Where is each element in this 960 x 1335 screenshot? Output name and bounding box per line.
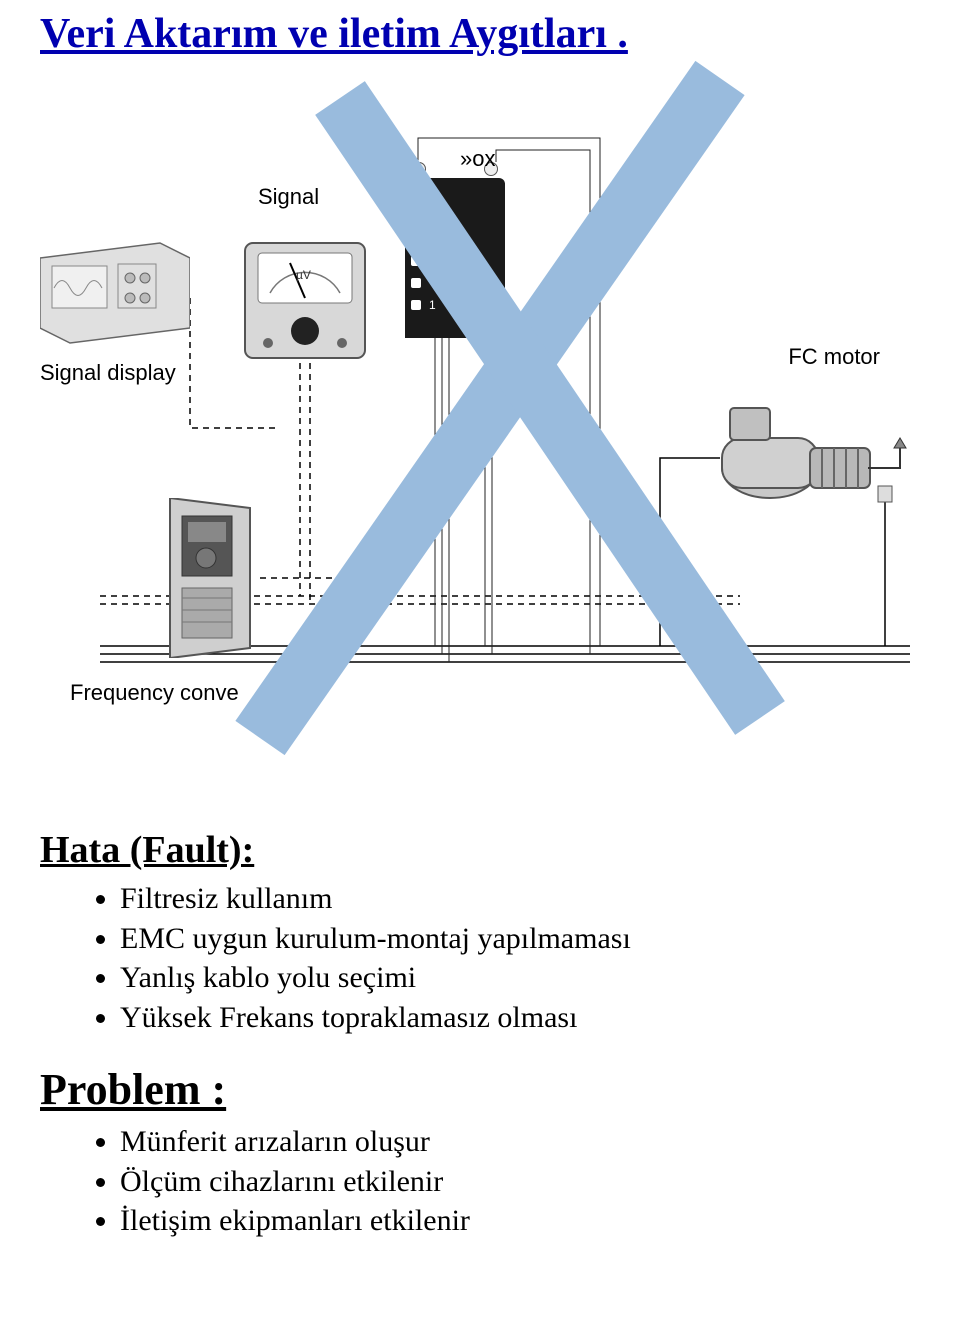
list-item: EMC uygun kurulum-montaj yapılmaması bbox=[120, 920, 920, 958]
list-item: Yüksek Frekans topraklamasız olması bbox=[120, 999, 920, 1037]
list-item: Filtresiz kullanım bbox=[120, 880, 920, 918]
svg-text:µV: µV bbox=[296, 268, 311, 282]
frequency-converter-icon bbox=[160, 498, 260, 658]
fault-heading: Hata (Fault): bbox=[40, 828, 920, 872]
list-item: Münferit arızaların oluşur bbox=[120, 1123, 920, 1161]
page-title: Veri Aktarım ve iletim Aygıtları . bbox=[40, 10, 920, 58]
jb-port-3-label: 3 bbox=[429, 254, 436, 268]
junction-box-label: »ox bbox=[460, 146, 495, 172]
junction-box-icon: 3 1 bbox=[405, 178, 505, 338]
signal-display-label: Signal display bbox=[40, 360, 176, 386]
jb-port-1-label: 1 bbox=[429, 298, 436, 312]
list-item: Yanlış kablo yolu seçimi bbox=[120, 959, 920, 997]
list-item: İletişim ekipmanları etkilenir bbox=[120, 1202, 920, 1240]
signal-meter-icon: µV bbox=[240, 213, 370, 363]
list-item: Ölçüm cihazlarını etkilenir bbox=[120, 1163, 920, 1201]
fc-motor-icon bbox=[710, 378, 910, 518]
problem-heading: Problem : bbox=[40, 1064, 920, 1115]
fault-list: Filtresiz kullanım EMC uygun kurulum-mon… bbox=[40, 880, 920, 1036]
problem-list: Münferit arızaların oluşur Ölçüm cihazla… bbox=[40, 1123, 920, 1240]
frequency-converter-label: Frequency conve bbox=[70, 680, 239, 706]
fc-motor-label: FC motor bbox=[788, 344, 880, 370]
signal-label: Signal bbox=[258, 184, 319, 210]
oscilloscope-icon bbox=[40, 228, 190, 348]
emc-wiring-diagram: Signal display µV Signal 3 1 »ox bbox=[40, 98, 920, 748]
